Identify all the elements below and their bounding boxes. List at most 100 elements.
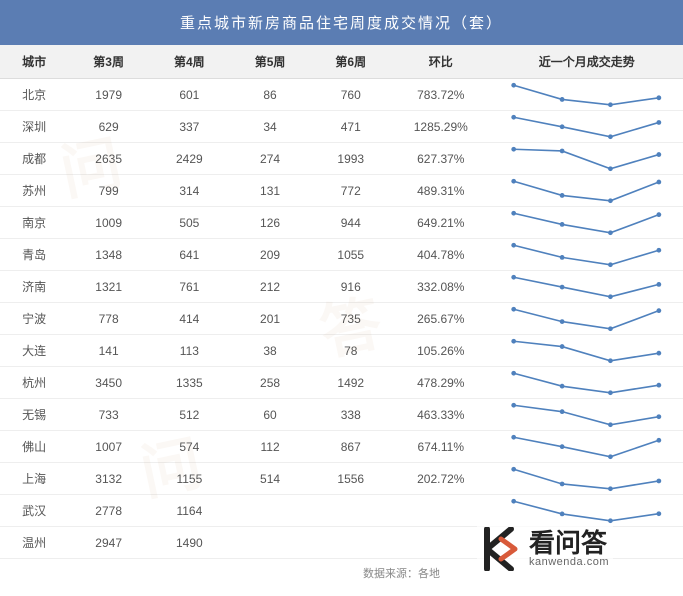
page-title: 重点城市新房商品住宅周度成交情况（套） [0,0,683,45]
header-row: 城市 第3周 第4周 第5周 第6周 环比 近一个月成交走势 [0,45,683,79]
cell-sparkline [490,431,683,463]
cell-w4: 1335 [149,367,230,399]
table-row: 深圳629337344711285.29% [0,111,683,143]
cell-w3: 629 [68,111,149,143]
cell-w5 [230,495,311,527]
cell-city: 武汉 [0,495,68,527]
table-row: 青岛13486412091055404.78% [0,239,683,271]
cell-w6: 1055 [310,239,391,271]
watermark-url: kanwenda.com [529,556,609,568]
cell-w5 [230,527,311,559]
cell-w6: 1492 [310,367,391,399]
cell-city: 成都 [0,143,68,175]
cell-city: 北京 [0,79,68,111]
cell-sparkline [490,271,683,303]
cell-w3: 1007 [68,431,149,463]
table-row: 武汉27781164 [0,495,683,527]
cell-w4: 113 [149,335,230,367]
cell-w3: 799 [68,175,149,207]
cell-w5: 126 [230,207,311,239]
cell-city: 宁波 [0,303,68,335]
cell-pct: 489.31% [391,175,490,207]
cell-city: 南京 [0,207,68,239]
cell-w6: 944 [310,207,391,239]
cell-w6 [310,495,391,527]
cell-w6: 471 [310,111,391,143]
cell-w6: 338 [310,399,391,431]
cell-w6 [310,527,391,559]
watermark-text-block: 看问答 kanwenda.com [529,530,609,568]
cell-w3: 2635 [68,143,149,175]
th-week4: 第4周 [149,45,230,79]
cell-sparkline [490,399,683,431]
cell-w6: 78 [310,335,391,367]
cell-w3: 1009 [68,207,149,239]
cell-w3: 3450 [68,367,149,399]
table-row: 苏州799314131772489.31% [0,175,683,207]
cell-city: 苏州 [0,175,68,207]
cell-w5: 258 [230,367,311,399]
th-city: 城市 [0,45,68,79]
cell-sparkline [490,335,683,367]
cell-pct: 105.26% [391,335,490,367]
th-week5: 第5周 [230,45,311,79]
cell-sparkline [490,143,683,175]
cell-sparkline [490,495,683,527]
table-row: 杭州345013352581492478.29% [0,367,683,399]
cell-pct: 627.37% [391,143,490,175]
cell-city: 大连 [0,335,68,367]
cell-city: 佛山 [0,431,68,463]
table-row: 无锡73351260338463.33% [0,399,683,431]
cell-sparkline [490,175,683,207]
cell-pct: 783.72% [391,79,490,111]
cell-city: 温州 [0,527,68,559]
table-body: 北京197960186760783.72%深圳629337344711285.2… [0,79,683,559]
cell-w6: 867 [310,431,391,463]
table-row: 南京1009505126944649.21% [0,207,683,239]
cell-pct: 202.72% [391,463,490,495]
cell-sparkline [490,367,683,399]
cell-sparkline [490,111,683,143]
cell-w4: 641 [149,239,230,271]
cell-w4: 601 [149,79,230,111]
cell-w6: 735 [310,303,391,335]
cell-w3: 2947 [68,527,149,559]
cell-w5: 212 [230,271,311,303]
cell-w5: 514 [230,463,311,495]
cell-sparkline [490,207,683,239]
cell-pct: 404.78% [391,239,490,271]
cell-w3: 1979 [68,79,149,111]
cell-w5: 131 [230,175,311,207]
cell-w6: 916 [310,271,391,303]
cell-w4: 761 [149,271,230,303]
table-row: 佛山1007574112867674.11% [0,431,683,463]
watermark-logo: 看问答 kanwenda.com [477,525,613,573]
cell-city: 上海 [0,463,68,495]
cell-pct: 332.08% [391,271,490,303]
cell-w4: 314 [149,175,230,207]
cell-city: 无锡 [0,399,68,431]
table-row: 上海313211555141556202.72% [0,463,683,495]
cell-w4: 1490 [149,527,230,559]
cell-pct: 674.11% [391,431,490,463]
cell-pct: 478.29% [391,367,490,399]
data-table: 城市 第3周 第4周 第5周 第6周 环比 近一个月成交走势 北京1979601… [0,45,683,559]
cell-w6: 760 [310,79,391,111]
table-row: 济南1321761212916332.08% [0,271,683,303]
cell-w4: 512 [149,399,230,431]
cell-pct: 265.67% [391,303,490,335]
cell-w4: 505 [149,207,230,239]
cell-w5: 274 [230,143,311,175]
cell-w4: 414 [149,303,230,335]
cell-pct [391,527,490,559]
cell-w4: 1155 [149,463,230,495]
table-row: 宁波778414201735265.67% [0,303,683,335]
cell-w3: 3132 [68,463,149,495]
cell-w4: 337 [149,111,230,143]
table-row: 北京197960186760783.72% [0,79,683,111]
cell-w4: 2429 [149,143,230,175]
cell-sparkline [490,239,683,271]
th-pct: 环比 [391,45,490,79]
cell-w4: 1164 [149,495,230,527]
cell-pct: 1285.29% [391,111,490,143]
